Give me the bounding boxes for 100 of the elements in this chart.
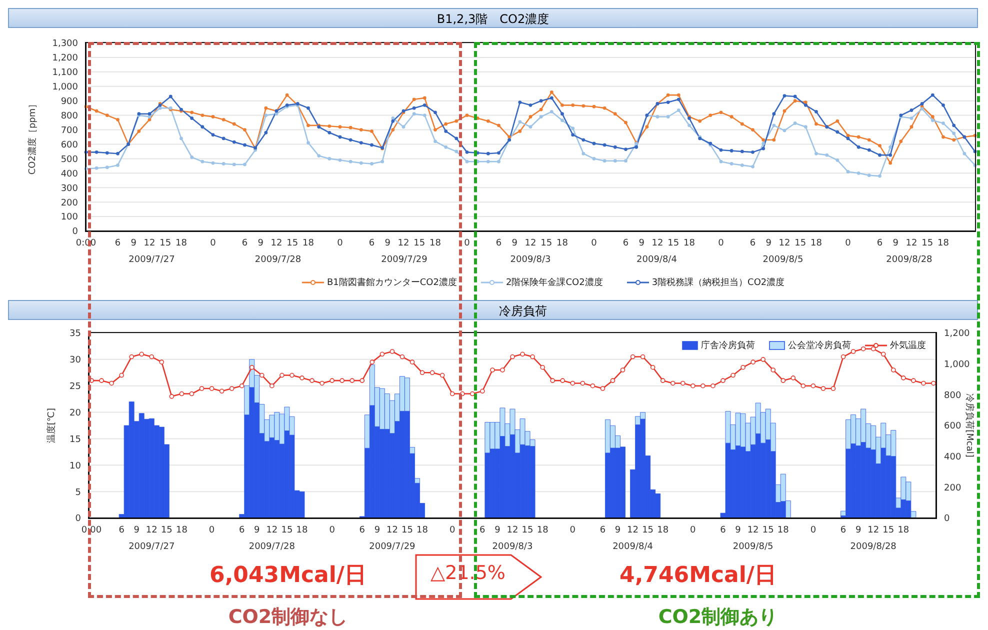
text: 2009/8/5 bbox=[732, 542, 774, 552]
x-tick-label: 18 bbox=[810, 238, 822, 248]
x-tick-label: 6 bbox=[238, 525, 245, 536]
x-tick-label: 6 bbox=[114, 238, 121, 248]
x-tick-label: 9 bbox=[258, 238, 264, 248]
y-axis-title: 温度[℃] bbox=[46, 408, 58, 444]
y-tick-label: 600 bbox=[60, 140, 78, 150]
y-tick-label: 25 bbox=[70, 382, 81, 392]
x-tick-label: 12 bbox=[652, 238, 664, 248]
x-tick-label: 9 bbox=[130, 238, 137, 248]
x-tick-label: 0 bbox=[449, 525, 456, 536]
x-tick-label: 6 bbox=[840, 525, 846, 536]
x-tick-label: 12 bbox=[146, 525, 158, 536]
x-tick-label: 9 bbox=[735, 525, 742, 536]
x-tick-label: 12 bbox=[906, 238, 918, 248]
x-tick-label: 18 bbox=[296, 525, 308, 536]
x-tick-label: 18 bbox=[536, 525, 549, 536]
x-tick-label: 12 bbox=[270, 238, 282, 248]
text: 4,746Mcal/日 bbox=[618, 562, 778, 590]
text: CO2制御あり bbox=[657, 605, 779, 630]
x-tick-label: 18 bbox=[176, 238, 188, 248]
text: 2009/7/28 bbox=[254, 255, 302, 265]
x-tick-label: 18 bbox=[777, 525, 790, 536]
y2-tick-label: 600 bbox=[944, 422, 962, 432]
y-tick-label: 5 bbox=[75, 488, 81, 498]
x-tick-label: 6 bbox=[118, 525, 125, 536]
x-tick-label: 6 bbox=[720, 525, 726, 536]
x-tick-label: 12 bbox=[778, 238, 790, 248]
x-tick-label: 15 bbox=[160, 525, 172, 536]
x-tick-label: 12 bbox=[747, 525, 759, 536]
y-tick-label: 500 bbox=[60, 154, 78, 165]
x-tick-label: 9 bbox=[638, 238, 645, 248]
x-tick-label: 9 bbox=[614, 525, 621, 536]
x-tick-label: 15 bbox=[794, 238, 806, 248]
x-tick-label: 12 bbox=[506, 525, 518, 536]
text: 2009/8/4 bbox=[612, 542, 654, 552]
x-tick-label: 15 bbox=[402, 525, 413, 536]
chart-title: B1,2,3階 CO2濃度 bbox=[8, 8, 978, 28]
x-tick-label: 15 bbox=[522, 525, 534, 536]
x-tick-label: 0 bbox=[210, 238, 216, 248]
text: △21.5% bbox=[430, 562, 506, 584]
x-tick-label: 15 bbox=[414, 238, 426, 248]
legend-label: 公会堂冷房負荷 bbox=[788, 340, 851, 352]
text: 2009/8/3 bbox=[509, 255, 552, 265]
x-tick-label: 12 bbox=[627, 525, 639, 536]
x-tick-label: 6 bbox=[622, 238, 629, 248]
x-tick-label: 15 bbox=[540, 238, 552, 248]
x-tick-label: 0 bbox=[464, 238, 470, 248]
x-tick-label: 6 bbox=[368, 238, 375, 248]
x-tick-label: 0:00 bbox=[81, 525, 102, 536]
y-tick-label: 0 bbox=[75, 514, 82, 524]
y-tick-label: 400 bbox=[60, 169, 78, 180]
text: 2009/7/28 bbox=[248, 542, 296, 552]
y-tick-label: 10 bbox=[70, 461, 82, 472]
x-tick-label: 15 bbox=[642, 525, 654, 536]
y2-tick-label: 1,000 bbox=[944, 360, 970, 370]
x-tick-label: 18 bbox=[176, 525, 188, 536]
y-tick-label: 100 bbox=[60, 212, 78, 223]
y-tick-label: 1,100 bbox=[52, 68, 78, 78]
x-tick-label: 15 bbox=[922, 238, 934, 248]
text: 2009/7/29 bbox=[380, 255, 428, 265]
y-tick-label: 20 bbox=[70, 408, 82, 418]
legend-label: 2階保険年金課CO2濃度 bbox=[506, 276, 603, 289]
x-tick-label: 6 bbox=[242, 238, 248, 248]
x-tick-label: 15 bbox=[668, 238, 680, 248]
x-tick-label: 18 bbox=[898, 525, 910, 536]
x-tick-label: 15 bbox=[286, 238, 298, 248]
chart-title: 冷房負荷 bbox=[8, 300, 978, 320]
x-tick-label: 9 bbox=[512, 238, 518, 248]
x-tick-label: 12 bbox=[266, 525, 278, 536]
x-tick-label: 15 bbox=[882, 525, 894, 536]
x-tick-label: 0 bbox=[690, 525, 696, 536]
x-tick-label: 0 bbox=[718, 238, 724, 248]
x-tick-label: 9 bbox=[134, 525, 140, 536]
x-tick-label: 0 bbox=[810, 525, 816, 536]
y-tick-label: 300 bbox=[60, 184, 78, 194]
y-tick-label: 15 bbox=[70, 434, 81, 445]
x-tick-label: 6 bbox=[876, 238, 883, 248]
y-tick-label: 900 bbox=[60, 97, 78, 108]
x-tick-label: 6 bbox=[496, 238, 502, 248]
y-tick-label: 30 bbox=[70, 356, 82, 366]
x-tick-label: 6 bbox=[480, 525, 486, 536]
legend-label: 3階税務課（納税担当）CO2濃度 bbox=[652, 276, 785, 289]
y-tick-label: 200 bbox=[60, 198, 78, 208]
text: 2009/7/27 bbox=[128, 542, 176, 552]
legend-label: 庁舎冷房負荷 bbox=[701, 340, 755, 352]
text: CO2制御なし bbox=[227, 605, 349, 630]
x-tick-label: 18 bbox=[657, 525, 669, 536]
x-tick-label: 0 bbox=[591, 238, 598, 248]
x-tick-label: 15 bbox=[762, 525, 774, 536]
text: 6,043Mcal/日 bbox=[208, 562, 368, 590]
x-tick-label: 15 bbox=[281, 525, 293, 536]
y2-tick-label: 1,200 bbox=[944, 329, 970, 340]
y2-tick-label: 0 bbox=[944, 514, 950, 524]
x-tick-label: 18 bbox=[556, 238, 568, 248]
text: 2009/8/4 bbox=[636, 255, 678, 265]
y-tick-label: 800 bbox=[60, 112, 78, 122]
y-tick-label: 700 bbox=[60, 126, 78, 136]
x-tick-label: 9 bbox=[384, 238, 391, 248]
x-tick-label: 12 bbox=[386, 525, 398, 536]
